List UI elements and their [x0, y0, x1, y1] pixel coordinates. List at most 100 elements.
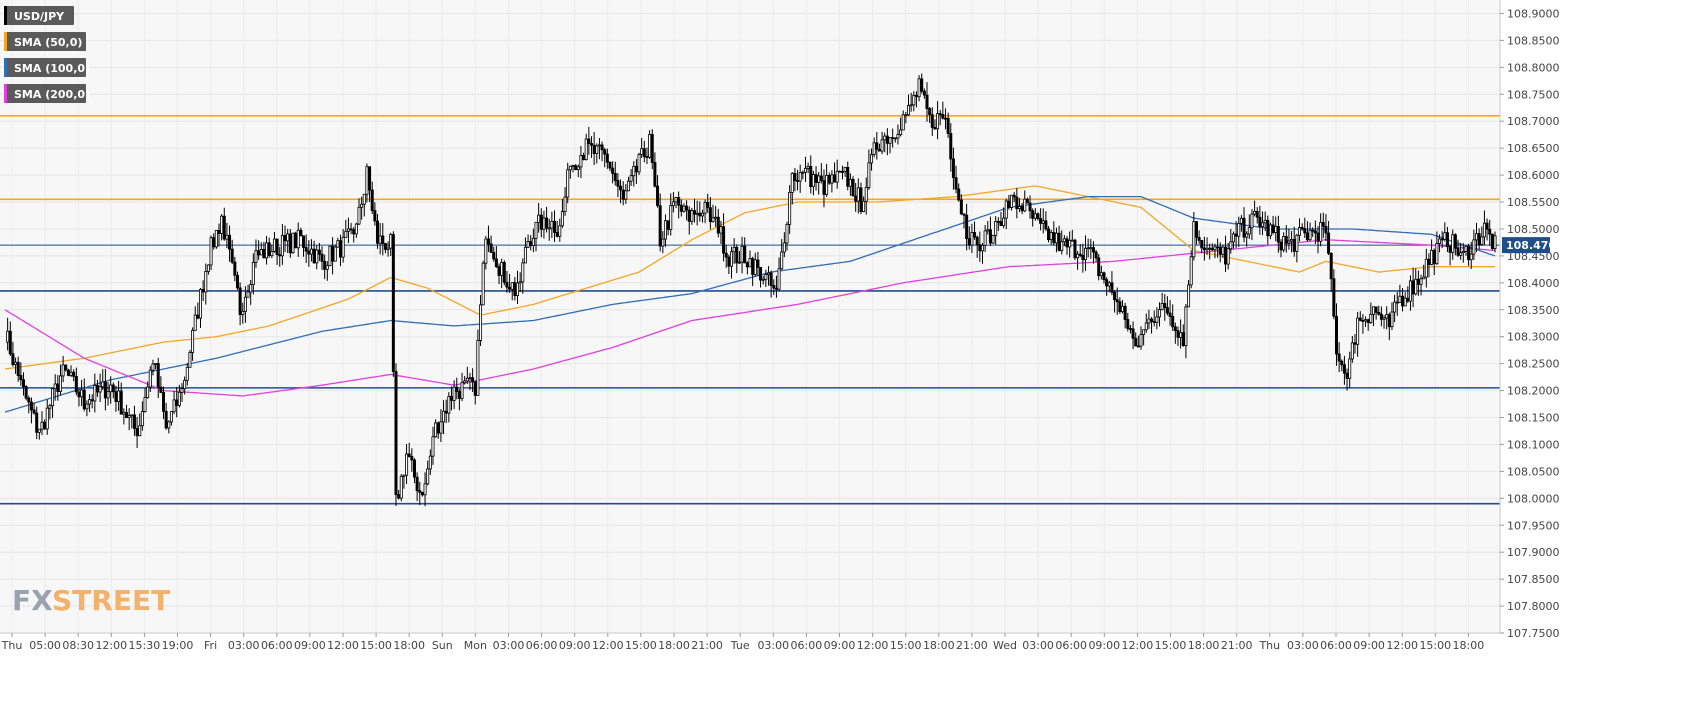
- candlestick: [58, 364, 62, 396]
- candlestick: [885, 128, 889, 156]
- candlestick: [1205, 237, 1209, 255]
- candlestick: [230, 239, 234, 265]
- candlestick: [1200, 239, 1204, 254]
- candlestick: [1144, 313, 1148, 333]
- candlestick: [922, 88, 926, 99]
- candlestick: [904, 111, 908, 124]
- candlestick: [1113, 290, 1117, 313]
- candlestick: [1210, 243, 1214, 251]
- candlestick: [891, 128, 895, 148]
- y-tick-label: 108.7500: [1507, 88, 1560, 101]
- candlestick: [679, 199, 683, 217]
- candlestick: [848, 173, 852, 196]
- candlestick: [405, 444, 409, 485]
- candlestick: [1284, 225, 1288, 253]
- candlestick: [833, 162, 837, 183]
- candlestick: [407, 442, 411, 458]
- candlestick: [986, 221, 990, 235]
- candlesticks: [6, 73, 1497, 507]
- candlestick: [162, 386, 166, 420]
- candlestick: [246, 284, 250, 298]
- candlestick: [29, 397, 33, 424]
- candlestick: [526, 234, 530, 248]
- candlestick: [740, 236, 744, 274]
- candlestick: [806, 162, 810, 174]
- candlestick: [1126, 312, 1130, 332]
- candlestick: [566, 162, 570, 204]
- y-tick-label: 108.3500: [1507, 304, 1560, 317]
- candlestick: [1440, 231, 1444, 249]
- candlestick: [661, 231, 665, 254]
- candlestick: [1406, 286, 1410, 303]
- candlestick: [154, 363, 158, 370]
- legend-item[interactable]: SMA (100,0): [4, 58, 90, 77]
- candlestick: [420, 491, 424, 497]
- candlestick: [1150, 316, 1154, 334]
- candlestick: [468, 372, 472, 390]
- candlestick: [1430, 239, 1434, 266]
- candlestick: [1017, 198, 1021, 213]
- grid: [0, 0, 1500, 634]
- candlestick: [1461, 243, 1465, 263]
- candlestick: [547, 218, 551, 241]
- legend-item[interactable]: SMA (200,0): [4, 84, 90, 103]
- candlestick: [24, 385, 28, 401]
- candlestick: [1276, 215, 1280, 253]
- candlestick: [317, 243, 321, 262]
- candlestick: [82, 378, 86, 412]
- candlestick: [278, 246, 282, 267]
- candlestick: [732, 238, 736, 264]
- candlestick: [539, 208, 543, 238]
- candlestick: [415, 472, 419, 502]
- candlestick: [510, 282, 514, 301]
- candlestick: [146, 381, 150, 399]
- candlestick: [1356, 311, 1360, 357]
- candlestick: [1213, 243, 1217, 259]
- legend-item[interactable]: SMA (50,0): [4, 32, 86, 51]
- candlestick: [16, 356, 20, 382]
- candlestick: [77, 388, 81, 407]
- legend-item[interactable]: USD/JPY: [4, 6, 74, 25]
- plot-background: [0, 0, 1500, 633]
- candlestick: [32, 402, 36, 415]
- x-tick-label: 21:00: [956, 639, 988, 652]
- candlestick: [1242, 207, 1246, 243]
- y-tick-label: 108.3000: [1507, 331, 1560, 344]
- candlestick: [135, 416, 139, 449]
- candlestick: [1084, 235, 1088, 272]
- candlestick: [143, 388, 147, 413]
- candlestick: [928, 107, 932, 124]
- candlestick: [1245, 231, 1249, 247]
- candlestick: [877, 143, 881, 152]
- candlestick: [1155, 307, 1159, 330]
- candlestick: [497, 263, 501, 285]
- candlestick: [51, 388, 55, 418]
- candlestick: [669, 193, 673, 236]
- candlestick: [399, 474, 403, 502]
- candlestick: [447, 392, 451, 423]
- candlestick: [1255, 207, 1259, 224]
- candlestick: [864, 177, 868, 215]
- candlestick: [1313, 220, 1317, 244]
- candlestick: [970, 223, 974, 254]
- candlestick: [1139, 326, 1143, 350]
- legend-swatch: [4, 58, 7, 77]
- candlestick: [531, 228, 535, 253]
- candlestick: [259, 242, 263, 256]
- candlestick: [412, 458, 416, 484]
- candlestick: [11, 341, 15, 367]
- candlestick: [803, 156, 807, 182]
- candlestick: [286, 228, 290, 254]
- candlestick: [703, 199, 707, 224]
- candlestick: [254, 239, 258, 268]
- candlestick: [365, 163, 369, 203]
- candlestick: [140, 401, 144, 431]
- candlestick: [238, 282, 242, 326]
- candlestick: [925, 82, 929, 122]
- candlestick: [117, 380, 121, 411]
- y-tick-label: 108.5500: [1507, 196, 1560, 209]
- candlestick: [1239, 215, 1243, 232]
- candlestick: [1247, 214, 1251, 239]
- candlestick: [193, 306, 197, 331]
